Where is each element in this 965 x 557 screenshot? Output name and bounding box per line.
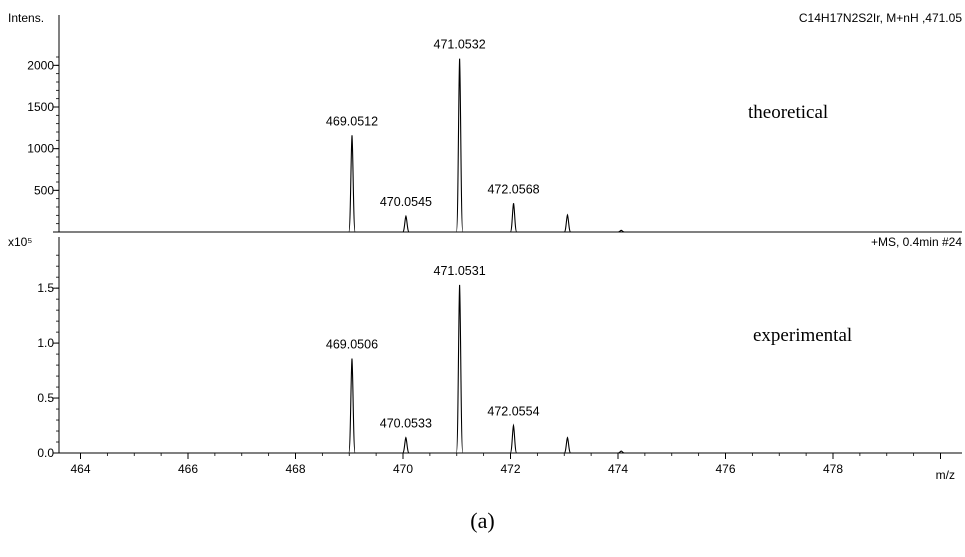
peak-label: 472.0554 xyxy=(487,405,539,419)
y-ticks: 0.0 0.5 1.0 1.5 xyxy=(37,281,59,460)
peak xyxy=(509,203,518,233)
peak-label: 469.0506 xyxy=(326,337,378,351)
peak xyxy=(348,135,356,233)
x-tick-label: 470 xyxy=(393,462,413,476)
peak-label: 470.0533 xyxy=(380,417,432,431)
y-tick-label: 1.5 xyxy=(37,281,54,295)
peak xyxy=(348,358,356,454)
y-axis-scale-label: x10⁵ xyxy=(8,235,32,249)
experimental-annotation: experimental xyxy=(753,325,852,346)
peak xyxy=(455,284,464,454)
peak-label: 472.0568 xyxy=(487,182,539,196)
y-tick-label: 0.5 xyxy=(37,391,54,405)
peak xyxy=(402,436,410,454)
theoretical-annotation: theoretical xyxy=(748,102,828,123)
figure-caption: (a) xyxy=(470,508,495,533)
peak xyxy=(563,213,572,233)
theoretical-spectrum-panel: Intens. C14H17N2S2Ir, M+nH ,471.05 theor… xyxy=(8,11,962,233)
x-tick-label: 478 xyxy=(823,462,843,476)
y-tick-label: 0.0 xyxy=(37,446,54,460)
x-tick-label: 472 xyxy=(500,462,520,476)
peak-label: 470.0545 xyxy=(380,195,432,209)
y-tick-label: 500 xyxy=(34,183,54,197)
peaks xyxy=(348,58,625,233)
y-axis-label: Intens. xyxy=(8,11,44,25)
peak-labels: 469.0512 470.0545 471.0532 472.0568 xyxy=(326,38,540,210)
x-tick-label: 476 xyxy=(715,462,735,476)
x-ticks: 464 466 468 470 472 474 476 478 xyxy=(70,453,941,476)
peak xyxy=(402,214,410,233)
peak xyxy=(563,436,572,454)
y-tick-label: 1.0 xyxy=(37,336,54,350)
peak-label: 471.0531 xyxy=(434,264,486,278)
peak xyxy=(617,229,625,233)
x-tick-label: 464 xyxy=(70,462,90,476)
peak-label: 471.0532 xyxy=(434,38,486,52)
y-ticks: 500 1000 1500 2000 xyxy=(27,58,59,233)
peak xyxy=(617,450,625,454)
y-tick-label: 2000 xyxy=(27,58,54,72)
ms-info-label: +MS, 0.4min #24 xyxy=(871,235,962,249)
peak xyxy=(509,423,518,454)
y-tick-label: 1000 xyxy=(27,142,54,156)
peak-label: 469.0512 xyxy=(326,114,378,128)
x-axis-label: m/z xyxy=(936,468,955,482)
peak xyxy=(455,58,464,233)
x-tick-label: 468 xyxy=(285,462,305,476)
y-tick-label: 1500 xyxy=(27,100,54,114)
peaks xyxy=(348,284,625,454)
experimental-spectrum-panel: x10⁵ +MS, 0.4min #24 experimental m/z 0.… xyxy=(8,235,962,482)
peak-labels: 469.0506 470.0533 471.0531 472.0554 xyxy=(326,264,540,431)
formula-info-label: C14H17N2S2Ir, M+nH ,471.05 xyxy=(799,11,962,25)
x-tick-label: 466 xyxy=(178,462,198,476)
x-tick-label: 474 xyxy=(608,462,628,476)
